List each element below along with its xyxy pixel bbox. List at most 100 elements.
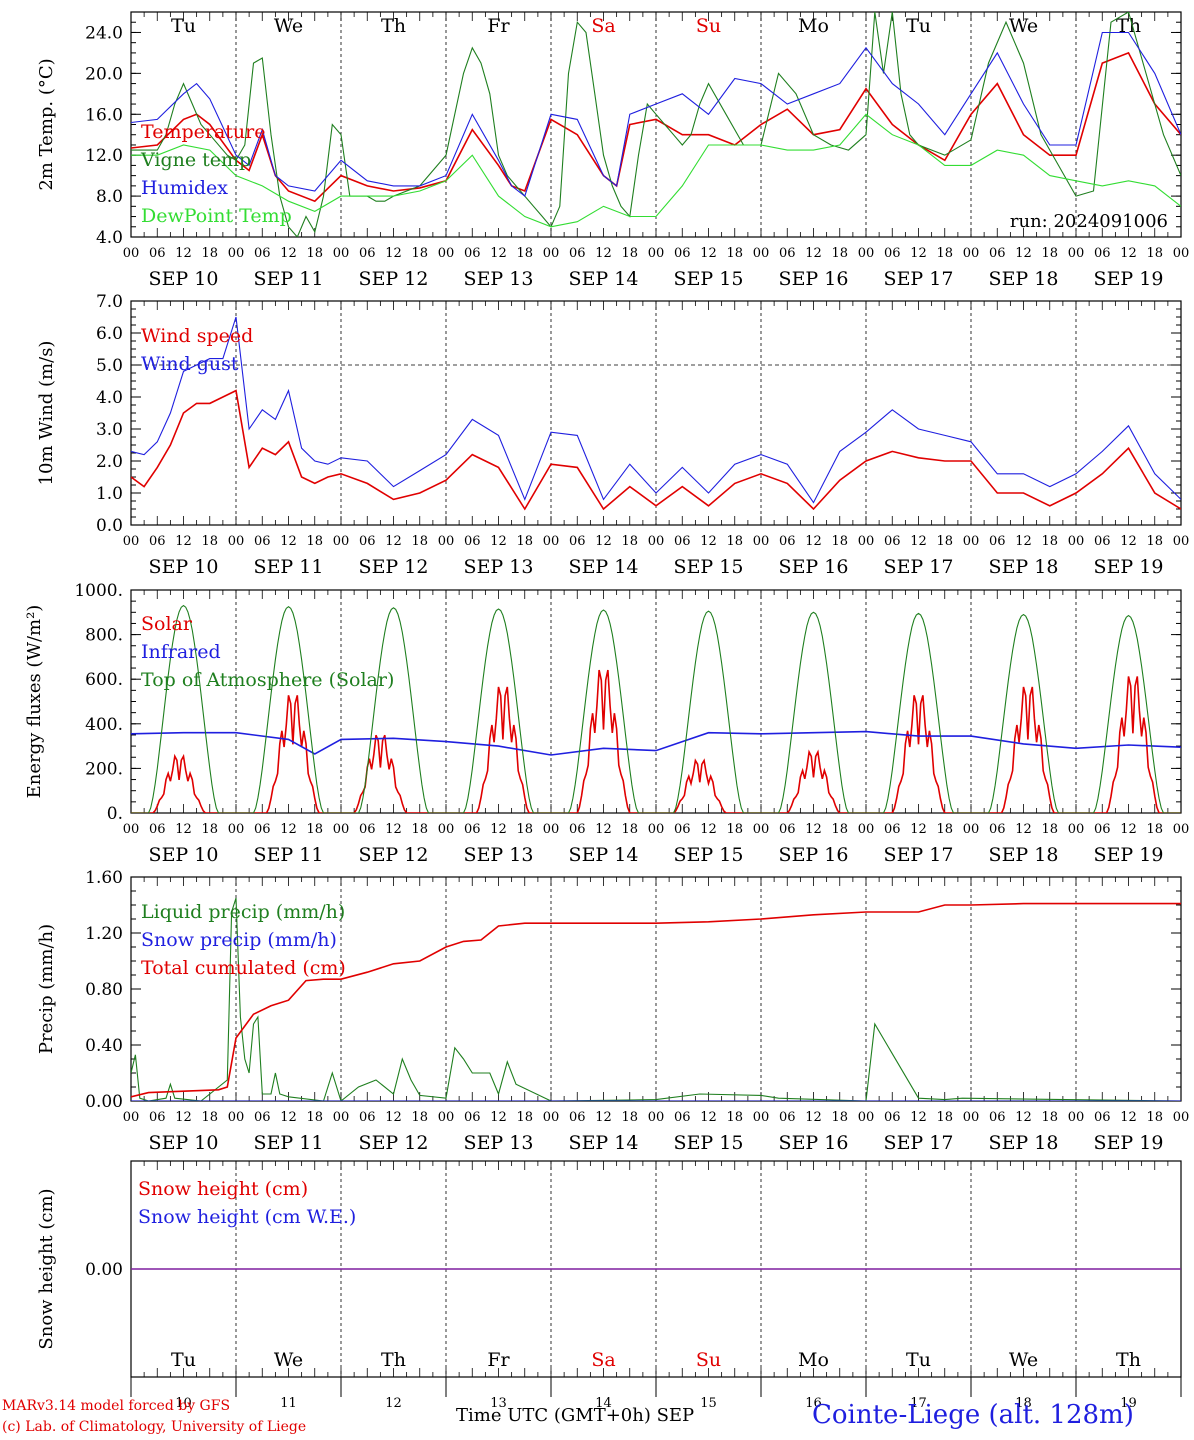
y-axis-title: 2m Temp. (°C) <box>36 58 57 190</box>
hour-tick-label: 12 <box>280 246 297 261</box>
weekday-label: Mo <box>798 1349 829 1371</box>
hour-tick-label: 00 <box>228 246 245 261</box>
series-line-solar <box>131 669 1181 813</box>
hour-tick-label: 06 <box>464 246 481 261</box>
legend-snow-height-cm: Snow height (cm) <box>138 1178 308 1200</box>
hour-tick-label: 00 <box>858 534 875 549</box>
y-tick-label: 1.60 <box>85 868 123 888</box>
hour-tick-label: 18 <box>1041 1110 1058 1125</box>
date-label: SEP 19 <box>1094 1132 1164 1154</box>
hour-tick-label: 12 <box>700 1110 717 1125</box>
legend-total-cumulated-cm: Total cumulated (cm) <box>141 957 346 979</box>
hour-tick-label: 00 <box>333 534 350 549</box>
hour-tick-label: 06 <box>1094 246 1111 261</box>
hour-tick-label: 00 <box>123 1110 140 1125</box>
series-line-vigne-temp <box>131 12 1181 237</box>
hour-tick-label: 18 <box>831 822 848 837</box>
hour-tick-label: 00 <box>543 534 560 549</box>
series-group <box>131 897 1181 1101</box>
hour-tick-label: 12 <box>1015 822 1032 837</box>
legend-humidex: Humidex <box>141 177 228 199</box>
series-line-top-of-atmosphere-solar <box>131 604 1181 813</box>
y-axis-title: Energy fluxes (W/m²) <box>24 605 45 799</box>
legend-dewpoint-temp: DewPoint Temp <box>141 205 292 227</box>
y-tick-label: 1000. <box>74 581 123 601</box>
hour-tick-label: 18 <box>831 246 848 261</box>
y-tick-label: 0.0 <box>96 516 123 536</box>
legend-wind-gust: Wind gust <box>141 353 239 375</box>
hour-tick-label: 12 <box>700 534 717 549</box>
series-line-dewpoint-temp <box>131 113 1181 228</box>
chart-panel-temperature: 4.0 8.0 12.0 16.0 20.0 24.0 2m Temp. (°C) 00 06 1… <box>36 11 1189 290</box>
date-label: SEP 12 <box>359 268 429 290</box>
date-label: SEP 10 <box>149 268 219 290</box>
hour-tick-label: 12 <box>490 246 507 261</box>
date-label: SEP 12 <box>359 556 429 578</box>
hour-tick-label: 12 <box>1120 822 1137 837</box>
date-label: SEP 15 <box>674 268 744 290</box>
hour-tick-label: 18 <box>1146 822 1163 837</box>
hour-tick-label: 06 <box>149 534 166 549</box>
station-name: Cointe-Liege (alt. 128m) <box>812 1400 1134 1430</box>
hour-tick-label: 12 <box>385 534 402 549</box>
hour-tick-label: 18 <box>306 822 323 837</box>
hour-tick-label: 18 <box>516 822 533 837</box>
hour-tick-label: 00 <box>543 1110 560 1125</box>
hour-tick-label: 00 <box>228 822 245 837</box>
hour-tick-label: 00 <box>333 246 350 261</box>
hour-tick-label: 12 <box>385 246 402 261</box>
hour-tick-label: 06 <box>989 1110 1006 1125</box>
y-tick-label: 4.0 <box>96 388 123 408</box>
hour-tick-label: 18 <box>621 822 638 837</box>
legend-wind-speed: Wind speed <box>141 325 253 347</box>
weekday-label: Fr <box>487 1349 510 1371</box>
hour-tick-label: 12 <box>385 1110 402 1125</box>
date-label: SEP 14 <box>569 556 639 578</box>
hour-tick-label: 00 <box>333 822 350 837</box>
legend-solar: Solar <box>141 613 193 635</box>
hour-tick-label: 06 <box>149 822 166 837</box>
hour-tick-label: 18 <box>516 1110 533 1125</box>
weekday-label: Tu <box>906 15 931 37</box>
hour-tick-label: 06 <box>989 822 1006 837</box>
chart-panel-snow: 0.00 Snow height (cm) Tu We Th Fr Sa Su Mo Tu We Th… <box>36 1160 1182 1411</box>
hour-tick-label: 00 <box>1068 822 1085 837</box>
hour-tick-label: 12 <box>1015 246 1032 261</box>
hour-tick-label: 18 <box>201 534 218 549</box>
y-tick-label: 20.0 <box>85 64 123 84</box>
hour-tick-label: 00 <box>333 1110 350 1125</box>
hour-tick-label: 18 <box>936 246 953 261</box>
date-label: SEP 18 <box>989 844 1059 866</box>
hour-tick-label: 12 <box>595 246 612 261</box>
hour-tick-label: 18 <box>306 246 323 261</box>
hour-tick-label: 18 <box>1041 534 1058 549</box>
date-label: SEP 17 <box>884 268 954 290</box>
hour-tick-label: 18 <box>621 246 638 261</box>
hour-tick-label: 00 <box>123 246 140 261</box>
day-number-label: 15 <box>700 1396 717 1411</box>
weekday-label: Su <box>696 15 721 37</box>
hour-tick-label: 06 <box>254 822 271 837</box>
y-tick-label: 0.00 <box>85 1092 123 1112</box>
hour-tick-label: 06 <box>569 246 586 261</box>
hour-tick-label: 00 <box>963 1110 980 1125</box>
hour-tick-label: 12 <box>805 1110 822 1125</box>
date-label: SEP 19 <box>1094 268 1164 290</box>
y-tick-label: 0. <box>107 804 123 824</box>
hour-tick-label: 06 <box>254 246 271 261</box>
hour-tick-label: 18 <box>621 1110 638 1125</box>
hour-tick-label: 00 <box>438 534 455 549</box>
hour-tick-label: 00 <box>228 534 245 549</box>
date-label: SEP 12 <box>359 1132 429 1154</box>
date-label: SEP 14 <box>569 1132 639 1154</box>
hour-tick-label: 06 <box>674 534 691 549</box>
hour-tick-label: 06 <box>569 534 586 549</box>
hour-tick-label: 00 <box>123 822 140 837</box>
y-tick-label: 5.0 <box>96 356 123 376</box>
hour-tick-label: 12 <box>805 534 822 549</box>
date-label: SEP 14 <box>569 268 639 290</box>
hour-tick-label: 12 <box>175 534 192 549</box>
x-axis-title: Time UTC (GMT+0h) SEP <box>456 1405 695 1426</box>
day-number-label: 10 <box>175 1396 192 1411</box>
